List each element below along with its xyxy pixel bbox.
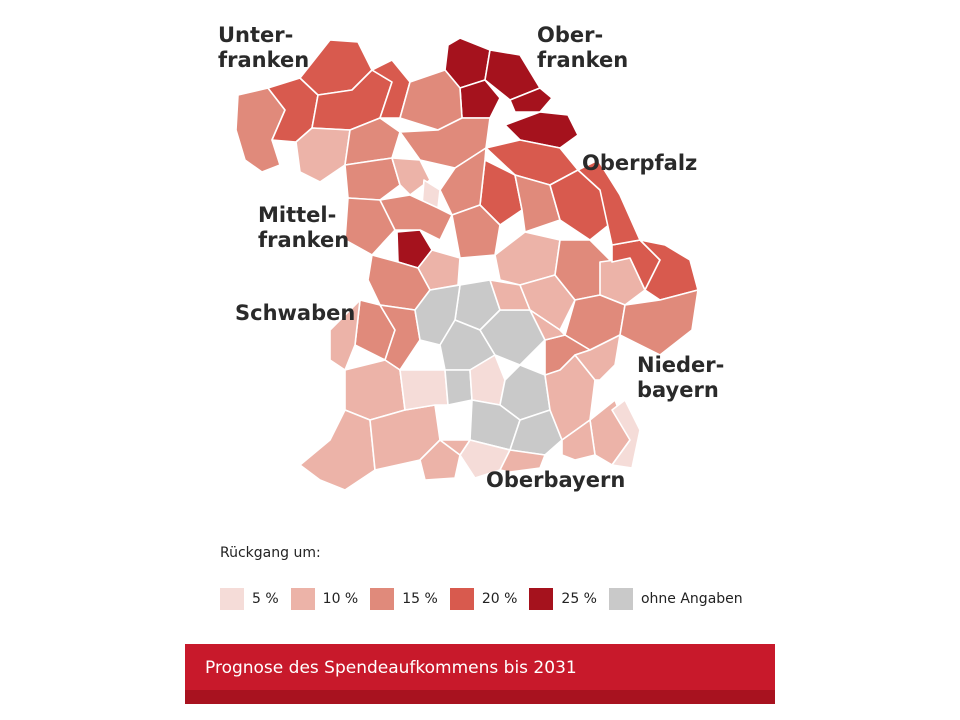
- legend-swatch: [449, 588, 474, 610]
- legend-swatch: [370, 588, 395, 610]
- region-label-unterfranken: Unter- franken: [218, 23, 309, 72]
- legend-swatch: [529, 588, 554, 610]
- legend-item-none: ohne Angaben: [608, 588, 743, 610]
- district: [299, 409, 376, 491]
- legend-item-15: 15 %: [370, 588, 438, 610]
- district: [519, 274, 576, 331]
- district: [344, 197, 396, 256]
- legend-swatch: [220, 588, 244, 610]
- district: [295, 127, 351, 183]
- map-districts: [235, 37, 699, 491]
- region-label-oberpfalz: Oberpfalz: [582, 151, 697, 175]
- district: [329, 299, 361, 371]
- district: [509, 409, 563, 456]
- legend-title: Rückgang um:: [220, 545, 321, 561]
- legend-item-25: 25 %: [529, 588, 597, 610]
- legend-label: 20 %: [481, 591, 518, 607]
- footer-banner: Prognose des Spendeaufkommens bis 2031: [185, 644, 775, 704]
- district: [344, 157, 401, 201]
- legend-label: 5 %: [252, 591, 279, 607]
- legend: 5 % 10 % 15 % 20 % 25 % ohne Angaben: [220, 588, 755, 610]
- district: [611, 399, 641, 469]
- district: [439, 439, 471, 456]
- legend-swatch: [290, 588, 315, 610]
- region-labels: Unter- franken Ober- franken Oberpfalz M…: [218, 23, 732, 492]
- region-label-niederbayern: Nieder- bayern: [637, 353, 732, 402]
- legend-label: 15 %: [402, 591, 438, 607]
- district: [499, 449, 546, 473]
- district: [391, 157, 431, 196]
- region-label-oberbayern: Oberbayern: [486, 468, 625, 492]
- district: [451, 204, 501, 259]
- legend-label: ohne Angaben: [640, 591, 743, 607]
- district: [399, 69, 463, 131]
- legend-label: 10 %: [322, 591, 359, 607]
- legend-label: 25 %: [561, 591, 597, 607]
- legend-item-5: 5 %: [220, 588, 279, 610]
- district: [509, 87, 553, 113]
- district: [379, 194, 453, 241]
- region-label-schwaben: Schwaben: [235, 301, 355, 325]
- footer-title: Prognose des Spendeaufkommens bis 2031: [205, 658, 577, 678]
- legend-item-20: 20 %: [449, 588, 518, 610]
- legend-swatch: [608, 588, 633, 610]
- district: [419, 439, 461, 481]
- district: [444, 369, 473, 406]
- district: [561, 419, 596, 461]
- region-label-mittelfranken: Mittel- franken: [258, 203, 349, 252]
- legend-item-10: 10 %: [290, 588, 359, 610]
- district: [344, 117, 401, 166]
- region-label-oberfranken: Ober- franken: [537, 23, 628, 72]
- district: [529, 309, 566, 341]
- district: [399, 369, 449, 411]
- footer-stripe: [185, 690, 775, 704]
- district: [399, 117, 491, 169]
- bavaria-map: Unter- franken Ober- franken Oberpfalz M…: [218, 23, 732, 492]
- district: [514, 174, 561, 233]
- district: [577, 159, 641, 246]
- district: [574, 334, 621, 381]
- district: [344, 359, 406, 421]
